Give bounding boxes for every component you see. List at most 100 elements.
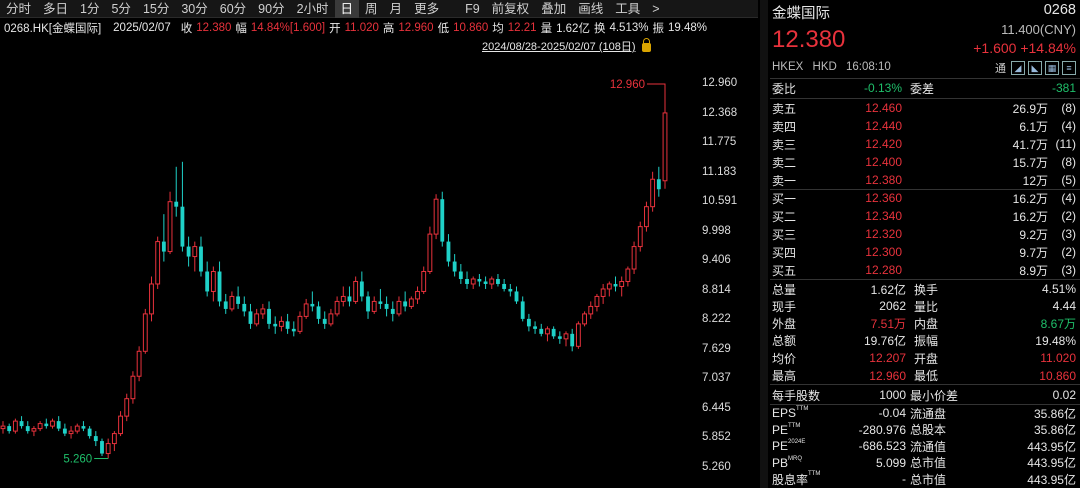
ask-row[interactable]: 卖四 12.440 6.1万 (4)	[772, 118, 1078, 134]
candle[interactable]	[452, 254, 457, 277]
candle[interactable]	[575, 321, 581, 349]
candle[interactable]	[588, 301, 594, 319]
candle[interactable]	[100, 438, 104, 457]
candle[interactable]	[124, 393, 130, 422]
candle[interactable]	[502, 278, 507, 292]
lock-icon[interactable]	[641, 37, 651, 52]
ask-row[interactable]: 卖二 12.400 15.7万 (8)	[772, 154, 1078, 170]
candle[interactable]	[533, 321, 537, 334]
candle[interactable]	[359, 271, 364, 302]
bid-row[interactable]: 买一 12.360 16.2万 (4)	[772, 190, 1078, 206]
list-icon[interactable]: ≡	[1062, 61, 1076, 75]
period-tab-8[interactable]: 2小时	[296, 1, 329, 16]
candle[interactable]	[440, 191, 445, 247]
candle[interactable]	[520, 296, 525, 322]
bid-row[interactable]: 买五 12.280 8.9万 (3)	[772, 262, 1078, 278]
ask-row[interactable]: 卖五 12.460 26.9万 (8)	[772, 100, 1078, 116]
candle[interactable]	[582, 311, 587, 327]
date-range[interactable]: 2024/08/28-2025/02/07 (108日)	[482, 37, 651, 54]
candle[interactable]	[87, 426, 92, 439]
candle[interactable]	[192, 241, 198, 272]
candle[interactable]	[236, 286, 241, 309]
bid-row[interactable]: 买四 12.300 9.7万 (2)	[772, 244, 1078, 260]
candle[interactable]	[149, 276, 154, 322]
connect-label[interactable]: 通	[995, 63, 1006, 75]
candle[interactable]	[310, 291, 315, 312]
tool-button-0[interactable]: F9	[465, 1, 480, 16]
ask-row[interactable]: 卖一 12.380 12万 (5)	[772, 172, 1078, 188]
candle[interactable]	[631, 241, 637, 275]
candle[interactable]	[68, 426, 74, 439]
candle[interactable]	[248, 303, 253, 329]
candle[interactable]	[210, 266, 216, 302]
candle[interactable]	[267, 301, 271, 329]
candle[interactable]	[328, 308, 334, 327]
candle[interactable]	[340, 286, 346, 307]
candle[interactable]	[570, 328, 575, 352]
candle[interactable]	[496, 274, 500, 287]
candle[interactable]	[644, 201, 649, 232]
period-tab-7[interactable]: 90分	[258, 1, 285, 16]
candle[interactable]	[186, 236, 191, 267]
candle[interactable]	[415, 286, 420, 304]
candle[interactable]	[551, 326, 556, 339]
candle[interactable]	[483, 276, 488, 289]
candle[interactable]	[130, 371, 136, 404]
bid-row[interactable]: 买三 12.320 9.2万 (3)	[772, 226, 1078, 242]
period-tab-2[interactable]: 1分	[80, 1, 100, 16]
candle[interactable]	[465, 271, 469, 289]
panel-divider[interactable]	[760, 0, 768, 488]
candle[interactable]	[408, 296, 414, 309]
candle[interactable]	[31, 426, 37, 437]
candle[interactable]	[489, 276, 495, 289]
candle[interactable]	[242, 296, 247, 317]
candle[interactable]	[278, 316, 284, 332]
candle[interactable]	[557, 331, 562, 344]
candle[interactable]	[600, 283, 606, 304]
grid-icon[interactable]: ▦	[1045, 61, 1059, 75]
candle[interactable]	[539, 323, 544, 337]
candle[interactable]	[637, 221, 643, 252]
candle[interactable]	[142, 308, 148, 354]
candle[interactable]	[81, 421, 86, 432]
candle[interactable]	[74, 423, 80, 434]
candle[interactable]	[44, 418, 49, 429]
candle[interactable]	[111, 431, 117, 452]
candle[interactable]	[37, 421, 43, 432]
candle[interactable]	[662, 84, 668, 189]
candle[interactable]	[619, 276, 625, 297]
candle[interactable]	[334, 296, 340, 317]
candle[interactable]	[285, 313, 290, 334]
candle[interactable]	[93, 431, 98, 447]
candle[interactable]	[62, 423, 67, 437]
period-tab-10[interactable]: 周	[365, 1, 378, 16]
candle[interactable]	[7, 423, 12, 434]
candle[interactable]	[390, 301, 395, 322]
candle[interactable]	[316, 301, 321, 324]
candle[interactable]	[625, 266, 631, 287]
candle[interactable]	[433, 194, 439, 240]
kline-chart[interactable]: 12.960 5.260 12.960 12.368 11.775 11.183 10.5…	[0, 55, 758, 488]
candle[interactable]	[303, 298, 309, 319]
candle[interactable]	[260, 303, 266, 319]
candle[interactable]	[656, 166, 661, 197]
candle[interactable]	[396, 296, 402, 317]
period-tab-6[interactable]: 60分	[219, 1, 247, 16]
candle[interactable]	[291, 321, 296, 337]
candle[interactable]	[217, 261, 222, 307]
candle[interactable]	[470, 276, 476, 289]
candle[interactable]	[19, 416, 24, 429]
candle[interactable]	[545, 326, 550, 342]
candle[interactable]	[25, 421, 30, 434]
candle[interactable]	[606, 281, 612, 297]
period-tab-4[interactable]: 15分	[142, 1, 170, 16]
candle[interactable]	[273, 316, 278, 334]
candle[interactable]	[371, 296, 377, 314]
candle[interactable]	[613, 276, 618, 292]
candle[interactable]	[56, 416, 61, 432]
period-tab-0[interactable]: 分时	[6, 1, 32, 16]
candle[interactable]	[223, 293, 228, 314]
candle[interactable]	[458, 264, 463, 284]
candle[interactable]	[167, 191, 173, 255]
candle[interactable]	[347, 286, 352, 307]
